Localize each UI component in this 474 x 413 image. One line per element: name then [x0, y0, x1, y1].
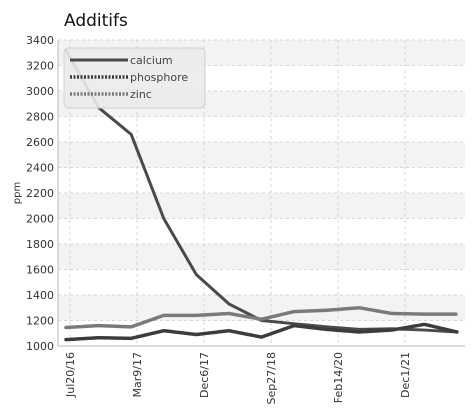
y-tick-label: 1000 — [26, 340, 54, 353]
series-line-zinc — [64, 306, 459, 330]
legend: calcium phosphore zinc — [63, 47, 206, 109]
y-tick-label: 2400 — [26, 162, 54, 175]
legend-label-calcium: calcium — [130, 54, 173, 67]
y-tick-label: 2600 — [26, 136, 54, 149]
legend-label-phosphore: phosphore — [130, 71, 188, 84]
x-tick-label: Feb14/20 — [332, 352, 345, 403]
y-tick-label: 3400 — [26, 34, 54, 47]
y-tick-label: 2200 — [26, 187, 54, 200]
grid-band — [58, 244, 465, 270]
x-tick-label: Sep27/18 — [265, 352, 278, 404]
x-tick-label: Dec1/21 — [399, 352, 412, 398]
grid-band — [58, 295, 465, 321]
y-axis-label: ppm — [12, 182, 23, 204]
plot-area: 1000 1200 1400 1600 1800 2000 2200 2400 2600 2800… — [26, 34, 465, 404]
y-tick-label: 1200 — [26, 315, 54, 328]
y-tick-label: 3200 — [26, 60, 54, 73]
y-tick-label: 2800 — [26, 111, 54, 124]
grid-band — [58, 193, 465, 219]
chart-title: Additifs — [64, 11, 128, 31]
series-line-phosphore — [64, 322, 459, 342]
y-tick-label: 1400 — [26, 289, 54, 302]
legend-label-zinc: zinc — [130, 88, 152, 101]
grid-band — [58, 142, 465, 168]
x-tick-label: Jul20/16 — [64, 352, 77, 398]
y-tick-label: 1800 — [26, 238, 54, 251]
x-tick-label: Dec6/17 — [198, 352, 211, 398]
y-tick-label: 1600 — [26, 264, 54, 277]
y-tick-label: 3000 — [26, 85, 54, 98]
y-tick-label: 2000 — [26, 213, 54, 226]
x-tick-label: Mar9/17 — [131, 352, 144, 397]
